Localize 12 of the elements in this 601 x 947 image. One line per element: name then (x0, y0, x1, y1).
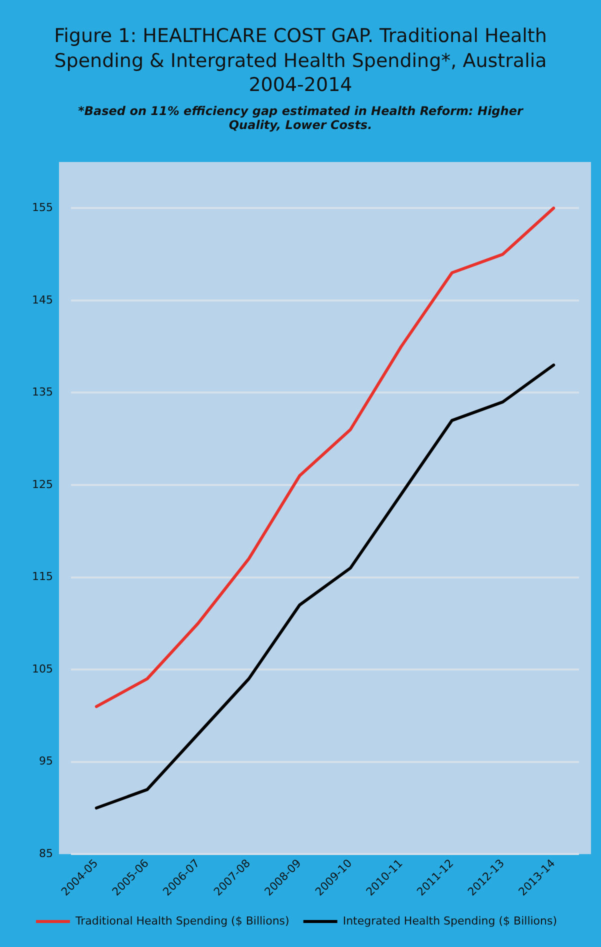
y-tick-label: 145 (32, 293, 53, 306)
y-tick-label: 125 (32, 478, 53, 491)
legend-label: Traditional Health Spending ($ Billions) (74, 914, 290, 928)
y-tick-label: 105 (32, 662, 53, 676)
y-tick-label: 135 (32, 386, 53, 399)
chart-title: Figure 1: HEALTHCARE COST GAP. Traditional Health Spending & Intergrated Health Spending*, Australia 2004-2014 (53, 24, 548, 98)
chart-subtitle: *Based on 11% efficiency gap estimated in Health Reform: Higher Quality, Lower Costs. (77, 103, 524, 132)
y-tick-label: 85 (38, 847, 53, 860)
y-tick-label: 95 (38, 754, 53, 768)
y-tick-label: 115 (32, 570, 53, 584)
y-tick-label: 155 (32, 201, 53, 214)
legend-label: Integrated Health Spending ($ Billions) (342, 914, 558, 928)
